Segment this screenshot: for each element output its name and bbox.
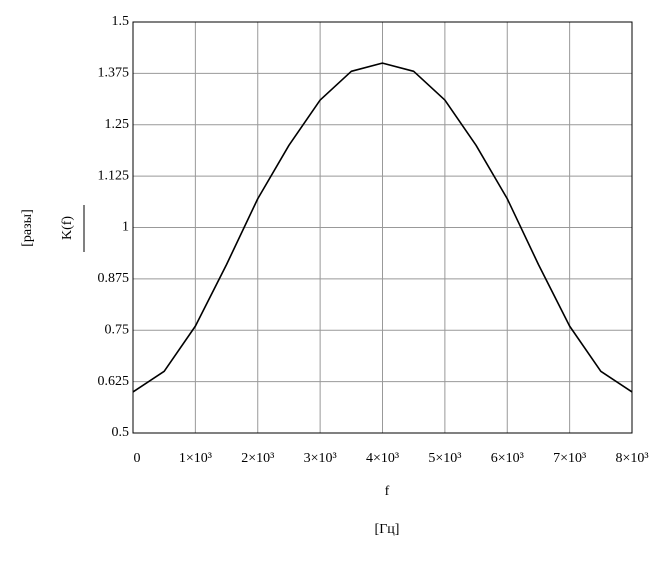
y-tick-label: 0.75 xyxy=(105,322,130,337)
x-tick-label: 6×10³ xyxy=(491,451,524,466)
x-axis-label: f xyxy=(385,484,390,499)
y-tick-label: 1.125 xyxy=(98,168,130,183)
y-axis-unit: [разы] xyxy=(20,209,35,246)
x-tick-label: 2×10³ xyxy=(241,451,274,466)
plot-frame xyxy=(132,21,633,434)
line-series xyxy=(132,62,633,393)
y-tick-label: 1.25 xyxy=(105,117,130,132)
y-axis-label: K(f) xyxy=(60,216,75,240)
x-tick-label: 5×10³ xyxy=(428,451,461,466)
x-tick-label: 4×10³ xyxy=(366,451,399,466)
y-tick-label: 1.375 xyxy=(98,66,130,81)
x-axis-unit: [Гц] xyxy=(375,522,400,537)
y-tick-label: 0.5 xyxy=(112,425,130,440)
y-tick-label: 0.625 xyxy=(98,374,130,389)
x-tick-label: 7×10³ xyxy=(553,451,586,466)
x-tick-label: 3×10³ xyxy=(304,451,337,466)
y-tick-label: 1.5 xyxy=(112,14,130,29)
x-tick-label: 0 xyxy=(134,451,141,466)
x-tick-label: 1×10³ xyxy=(179,451,212,466)
x-tick-label: 8×10³ xyxy=(615,451,648,466)
y-tick-label: 1 xyxy=(122,220,129,235)
y-tick-label: 0.875 xyxy=(98,271,130,286)
